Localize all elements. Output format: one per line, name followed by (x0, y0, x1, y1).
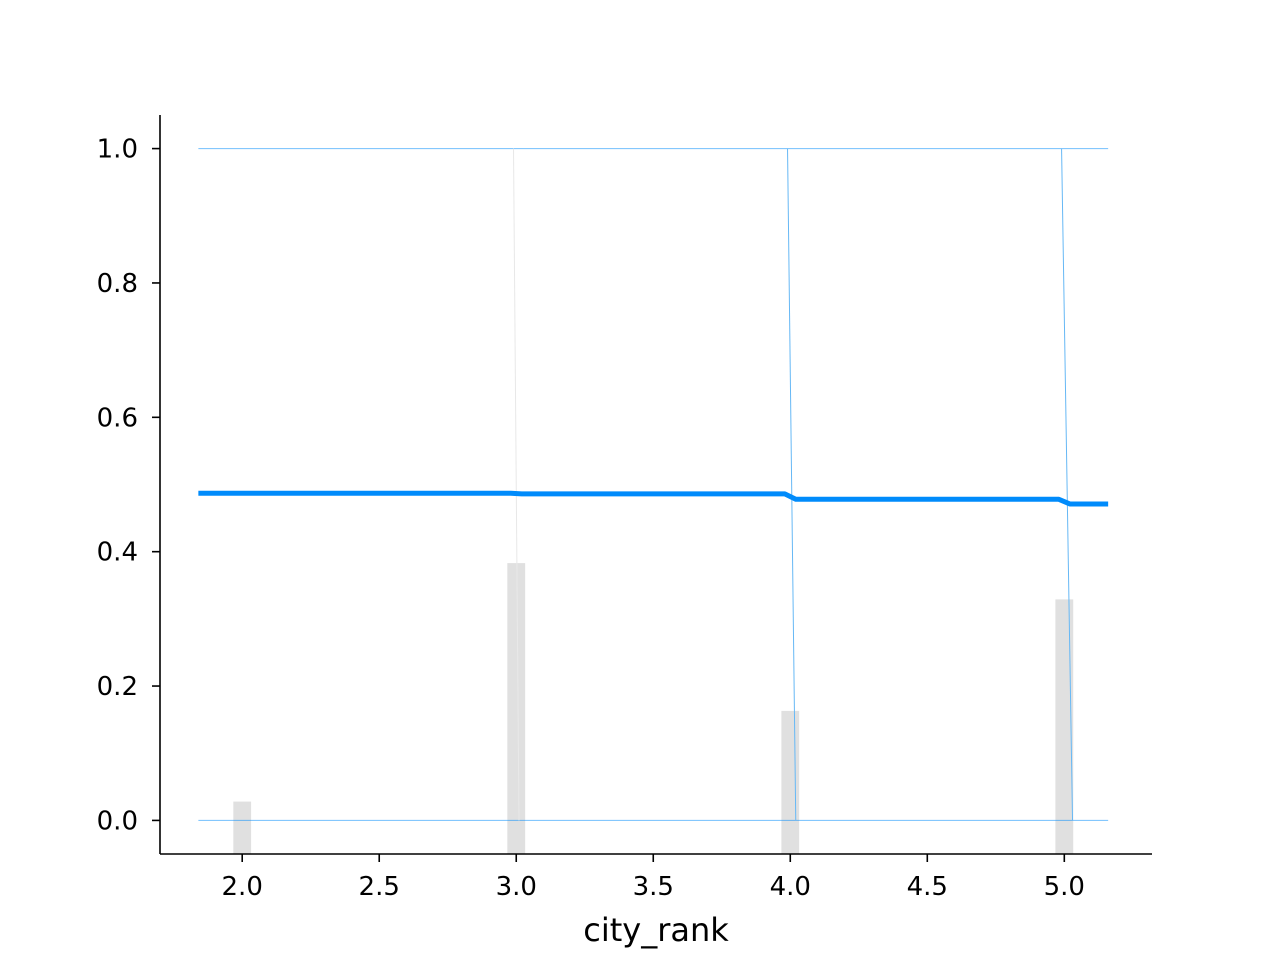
y-tick-label: 0.6 (97, 403, 138, 433)
x-axis-label: city_rank (583, 911, 729, 949)
average-dependence-line (198, 490, 1109, 507)
y-ticks: 0.0 0.2 0.4 0.6 0.8 1.0 (97, 135, 160, 836)
x-tick-label: 4.5 (907, 872, 948, 902)
y-tick-label: 0.8 (97, 269, 138, 299)
x-tick-label: 5.0 (1044, 872, 1085, 902)
x-tick-label: 4.0 (770, 872, 811, 902)
y-tick-label: 0.0 (97, 806, 138, 836)
histogram-bar (233, 801, 252, 854)
axes (159, 115, 1152, 855)
ice-lines-layer (198, 148, 1109, 821)
ice-transition-line (787, 148, 797, 821)
histogram-layer (233, 563, 1074, 854)
y-tick-label: 1.0 (97, 135, 138, 165)
histogram-bar (781, 710, 800, 854)
histogram-bar (507, 563, 526, 854)
x-tick-label: 2.0 (222, 872, 263, 902)
y-tick-label: 0.4 (97, 538, 138, 568)
y-tick-label: 0.2 (97, 672, 138, 702)
histogram-bar (1055, 599, 1074, 854)
average-line-layer (198, 490, 1109, 507)
x-ticks: 2.0 2.5 3.0 3.5 4.0 4.5 5.0 (222, 854, 1085, 902)
x-tick-label: 2.5 (359, 872, 400, 902)
ice-transition-line (1061, 148, 1074, 821)
x-tick-label: 3.5 (633, 872, 674, 902)
ice-transition-line (513, 148, 520, 821)
x-tick-label: 3.0 (496, 872, 537, 902)
